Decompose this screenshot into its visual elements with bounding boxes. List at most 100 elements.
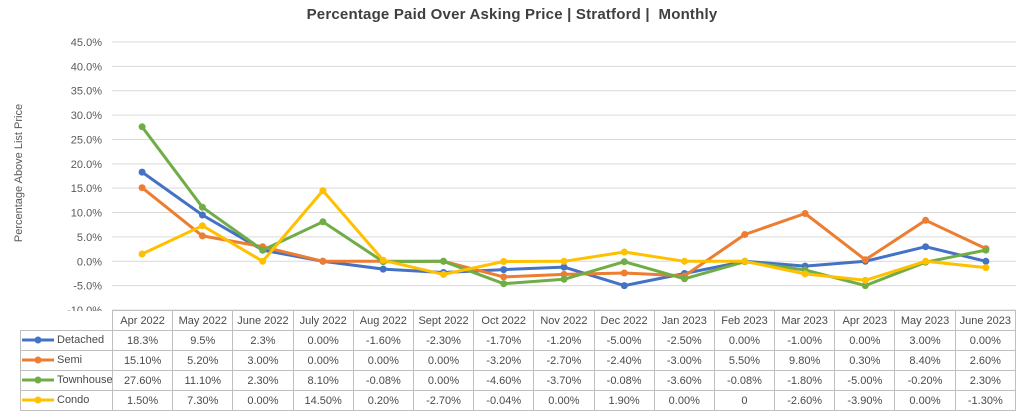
data-point-marker	[138, 168, 146, 176]
value-cell: 7.30%	[172, 390, 234, 411]
value-cell: 2.3%	[232, 330, 294, 351]
legend-key-townhouse-icon	[22, 376, 54, 383]
value-cell: 27.60%	[111, 370, 174, 391]
value-cell: -2.50%	[653, 330, 715, 351]
series-label-cell: Townhouse	[20, 370, 113, 391]
data-point-marker	[620, 258, 628, 266]
data-point-marker	[198, 222, 206, 230]
y-tick-label: 40.0%	[71, 61, 102, 73]
series-label-cell: Detached	[20, 330, 113, 351]
legend-key-detached-icon	[22, 336, 54, 343]
month-header-cell: Sept 2022	[412, 310, 475, 331]
value-cell: -3.00%	[653, 350, 715, 371]
y-tick-label: -5.0%	[73, 281, 102, 293]
data-point-marker	[741, 231, 749, 238]
data-point-marker	[861, 276, 869, 284]
data-point-marker	[319, 187, 327, 195]
value-cell: -1.20%	[533, 330, 595, 351]
data-point-marker	[560, 270, 568, 278]
value-cell: 18.3%	[111, 330, 174, 351]
value-cell: -3.90%	[834, 390, 896, 411]
value-cell: -4.60%	[473, 370, 535, 391]
data-point-marker	[801, 270, 809, 278]
data-point-marker	[560, 263, 568, 271]
month-header-cell: Mar 2023	[774, 310, 836, 331]
data-point-marker	[982, 264, 990, 272]
data-point-marker	[620, 248, 628, 256]
y-tick-label: 30.0%	[71, 110, 102, 122]
data-point-marker	[319, 218, 327, 226]
value-cell: 0.00%	[894, 390, 956, 411]
data-point-marker	[138, 123, 146, 131]
y-tick-label: 25.0%	[71, 134, 102, 146]
month-header-cell: Apr 2022	[111, 310, 174, 331]
data-point-marker	[681, 257, 688, 265]
month-header-cell: June 2022	[232, 310, 294, 331]
data-point-marker	[741, 257, 749, 265]
value-cell: 0.00%	[232, 390, 294, 411]
y-tick-label: 0.0%	[77, 256, 102, 268]
value-cell: -3.70%	[533, 370, 595, 391]
table-row-condo: Condo 1.50% 7.30% 0.00% 14.50% 0.20% -2.70% -0.…	[20, 390, 1017, 411]
value-cell: 0.30%	[834, 350, 896, 371]
y-tick-label: 35.0%	[71, 86, 102, 98]
y-tick-label: 20.0%	[71, 159, 102, 171]
y-tick-label: -10.0%	[67, 305, 102, 311]
chart-title: Percentage Paid Over Asking Price | Stra…	[306, 6, 718, 23]
value-cell: 11.10%	[172, 370, 234, 391]
series-name: Semi	[57, 353, 83, 366]
value-cell: 0.00%	[954, 330, 1017, 351]
value-cell: -2.60%	[774, 390, 836, 411]
table-row-semi: Semi 15.10% 5.20% 3.00% 0.00% 0.00% 0.00% -3.20…	[20, 350, 1017, 371]
line-chart-plot: 45.0% 40.0% 35.0% 30.0% 25.0% 20.0% 15.0% 10.0%…	[67, 37, 1016, 311]
data-point-marker	[560, 257, 568, 265]
value-cell: -5.00%	[593, 330, 655, 351]
month-header-cell: Aug 2022	[352, 310, 414, 331]
data-point-marker	[138, 250, 146, 258]
value-cell: 1.90%	[593, 390, 655, 411]
data-point-marker	[259, 246, 267, 254]
data-point-marker	[198, 203, 206, 211]
value-cell: -2.30%	[412, 330, 475, 351]
value-cell: 0.00%	[292, 350, 354, 371]
value-cell: -1.70%	[473, 330, 535, 351]
data-point-marker	[500, 273, 508, 281]
value-cell: -0.20%	[894, 370, 956, 391]
value-cell: 14.50%	[292, 390, 354, 411]
data-point-marker	[922, 257, 930, 265]
y-tick-label: 15.0%	[71, 183, 102, 195]
value-cell: 0.00%	[352, 350, 414, 371]
value-cell: 8.40%	[894, 350, 956, 371]
data-point-marker	[801, 210, 809, 217]
value-cell: -5.00%	[834, 370, 896, 391]
value-cell: -3.60%	[653, 370, 715, 391]
data-point-marker	[138, 184, 146, 192]
data-point-marker	[861, 282, 869, 290]
month-header-cell: Feb 2023	[713, 310, 776, 331]
data-point-marker	[861, 256, 869, 264]
series-label-cell: Semi	[20, 350, 113, 371]
legend-key-condo-icon	[22, 396, 54, 403]
value-cell: 15.10%	[111, 350, 174, 371]
data-point-marker	[500, 258, 508, 265]
series-name: Townhouse	[57, 373, 113, 386]
value-cell: 5.20%	[172, 350, 234, 371]
value-cell: 3.00%	[894, 330, 956, 351]
value-cell: 0.00%	[292, 330, 354, 351]
value-cell: 0.00%	[834, 330, 896, 351]
value-cell: 0.00%	[412, 370, 475, 391]
data-point-marker	[560, 275, 568, 283]
value-cell: 0.00%	[653, 390, 715, 411]
data-point-marker	[379, 265, 387, 273]
month-header-cell: July 2022	[292, 310, 354, 331]
value-cell: -1.60%	[352, 330, 414, 351]
value-cell: 0.00%	[713, 330, 776, 351]
series-name: Condo	[57, 393, 90, 406]
series-label-cell: Condo	[20, 390, 113, 411]
y-tick-label: 45.0%	[71, 37, 102, 49]
value-cell: -0.04%	[473, 390, 535, 411]
data-point-marker	[440, 270, 447, 278]
data-point-marker	[440, 257, 447, 265]
value-cell: 2.30%	[232, 370, 294, 391]
